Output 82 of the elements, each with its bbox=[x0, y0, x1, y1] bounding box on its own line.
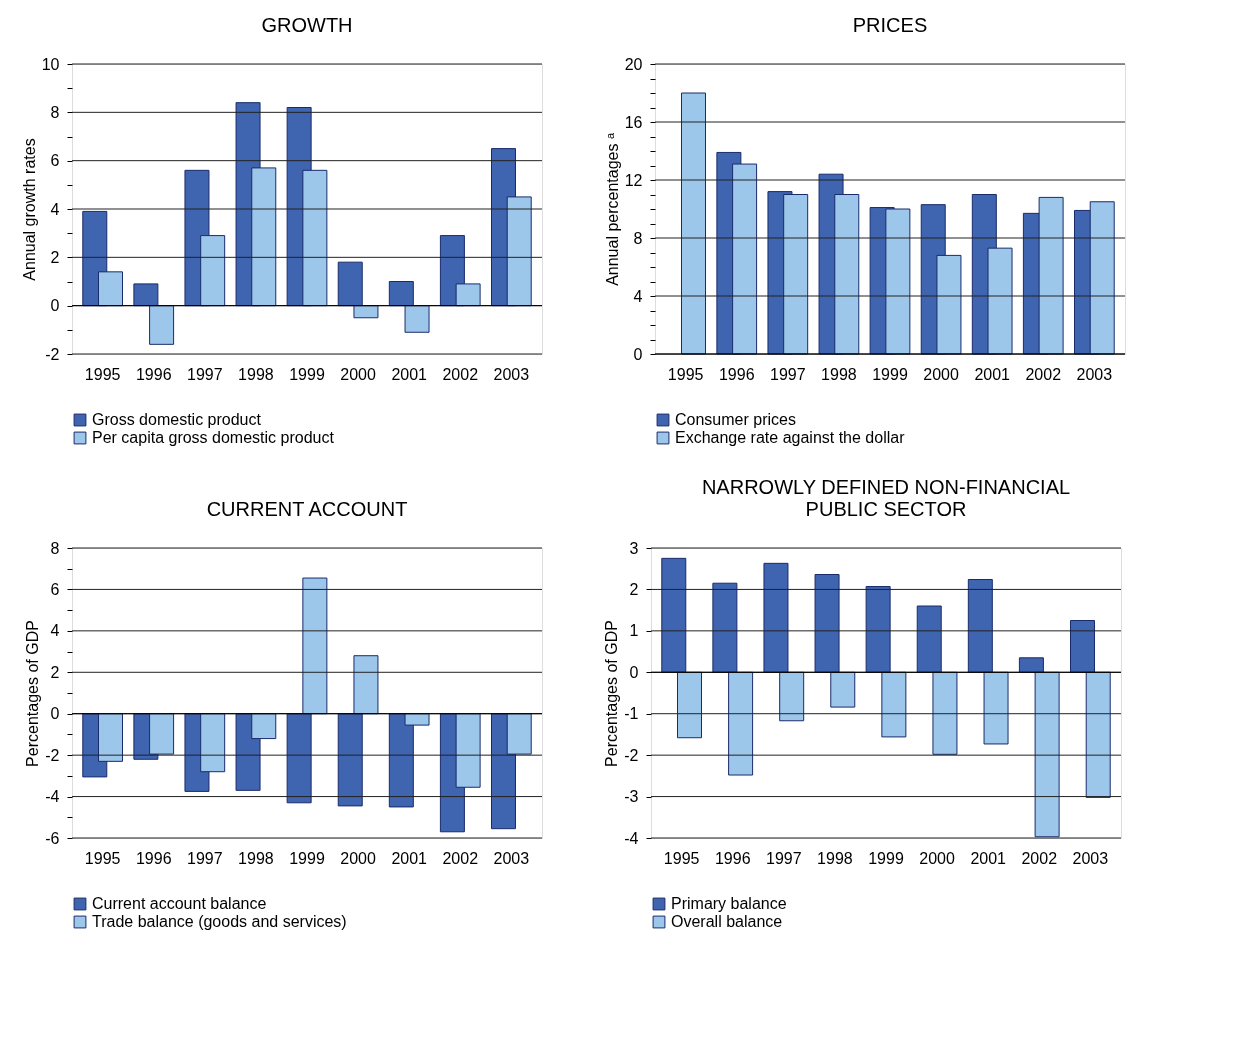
x-tick-label: 2003 bbox=[493, 365, 530, 383]
x-tick-label: 1997 bbox=[766, 849, 802, 867]
x-tick-label: 2002 bbox=[442, 365, 479, 383]
x-tick-label: 2001 bbox=[974, 365, 1011, 383]
y-tick-label: 16 bbox=[624, 113, 643, 131]
chart-title: GROWTH bbox=[261, 14, 353, 36]
x-tick-label: 1996 bbox=[714, 849, 751, 867]
y-axis-title: Percentages of GDP bbox=[24, 620, 42, 767]
y-tick-label: 3 bbox=[629, 539, 639, 557]
legend-label: Primary balance bbox=[671, 895, 787, 912]
x-tick-label: 1995 bbox=[84, 849, 121, 867]
y-tick-label: 0 bbox=[50, 297, 60, 315]
y-tick-label: 12 bbox=[624, 171, 643, 189]
x-tick-label: 1997 bbox=[770, 365, 806, 383]
legend-label: Trade balance (goods and services) bbox=[92, 913, 347, 930]
x-tick-label: 1998 bbox=[238, 849, 274, 867]
x-tick-label: 1998 bbox=[821, 365, 857, 383]
y-tick-label: 1 bbox=[629, 622, 639, 640]
legend-label: Overall balance bbox=[671, 913, 783, 930]
x-tick-label: 2000 bbox=[340, 365, 376, 383]
y-tick-label: -2 bbox=[45, 746, 60, 764]
x-tick-label: 2003 bbox=[1072, 849, 1109, 867]
x-tick-label: 1999 bbox=[289, 365, 325, 383]
x-tick-label: 1996 bbox=[135, 849, 172, 867]
x-tick-label: 2000 bbox=[340, 849, 376, 867]
x-tick-label: 2002 bbox=[1025, 365, 1062, 383]
chart-title: CURRENT ACCOUNT bbox=[206, 498, 408, 520]
x-tick-label: 2001 bbox=[391, 365, 428, 383]
legend-label: Consumer prices bbox=[675, 411, 796, 428]
x-tick-label: 2001 bbox=[391, 849, 428, 867]
legend-label: Exchange rate against the dollar bbox=[675, 429, 906, 446]
x-tick-label: 1999 bbox=[872, 365, 908, 383]
chart-title: PRICES bbox=[852, 14, 928, 36]
y-tick-label: 2 bbox=[50, 248, 60, 266]
x-tick-label: 1999 bbox=[868, 849, 904, 867]
x-tick-label: 1995 bbox=[663, 849, 700, 867]
y-tick-label: -4 bbox=[45, 788, 60, 806]
y-tick-label: -1 bbox=[624, 705, 639, 723]
y-tick-label: 2 bbox=[50, 663, 60, 681]
y-tick-label: 0 bbox=[629, 663, 639, 681]
x-tick-label: 1997 bbox=[187, 365, 223, 383]
chart-title: NARROWLY DEFINED NON-FINANCIAL PUBLIC SECTOR bbox=[701, 476, 1071, 520]
legend-label: Current account balance bbox=[92, 895, 267, 912]
x-tick-label: 1998 bbox=[817, 849, 853, 867]
x-tick-label: 2002 bbox=[1021, 849, 1058, 867]
y-tick-label: 20 bbox=[624, 55, 643, 73]
x-tick-label: 2003 bbox=[1076, 365, 1113, 383]
y-tick-label: -2 bbox=[624, 746, 639, 764]
x-tick-label: 1996 bbox=[718, 365, 755, 383]
x-tick-label: 2001 bbox=[970, 849, 1007, 867]
x-tick-label: 1995 bbox=[667, 365, 704, 383]
x-tick-label: 2002 bbox=[442, 849, 479, 867]
x-tick-label: 2003 bbox=[493, 849, 530, 867]
y-tick-label: 2 bbox=[629, 580, 639, 598]
x-tick-label: 1998 bbox=[238, 365, 274, 383]
y-tick-label: 0 bbox=[50, 705, 60, 723]
y-tick-label: -2 bbox=[45, 345, 60, 363]
y-tick-label: 4 bbox=[633, 287, 643, 305]
bar bbox=[681, 92, 707, 355]
y-axis-title: Percentages of GDP bbox=[603, 620, 621, 767]
x-tick-label: 1997 bbox=[187, 849, 223, 867]
y-axis-title: Annual percentages ᵃ bbox=[603, 132, 621, 286]
y-tick-label: -4 bbox=[624, 829, 639, 847]
y-tick-label: 8 bbox=[633, 229, 643, 247]
x-tick-label: 2000 bbox=[923, 365, 959, 383]
x-tick-label: 1996 bbox=[135, 365, 172, 383]
y-tick-label: 8 bbox=[50, 103, 60, 121]
y-tick-label: 4 bbox=[50, 200, 60, 218]
x-tick-label: 2000 bbox=[919, 849, 955, 867]
y-tick-label: 0 bbox=[633, 345, 643, 363]
y-tick-label: 8 bbox=[50, 539, 60, 557]
y-tick-label: 6 bbox=[50, 152, 60, 170]
y-tick-label: 4 bbox=[50, 622, 60, 640]
y-tick-label: -3 bbox=[624, 788, 639, 806]
x-tick-label: 1999 bbox=[289, 849, 325, 867]
legend-label: Gross domestic product bbox=[92, 411, 262, 428]
y-tick-label: -6 bbox=[45, 829, 60, 847]
legend-label: Per capita gross domestic product bbox=[92, 429, 335, 446]
y-tick-label: 6 bbox=[50, 580, 60, 598]
y-tick-label: 10 bbox=[41, 55, 60, 73]
y-axis-title: Annual growth rates bbox=[20, 138, 38, 281]
x-tick-label: 1995 bbox=[84, 365, 121, 383]
